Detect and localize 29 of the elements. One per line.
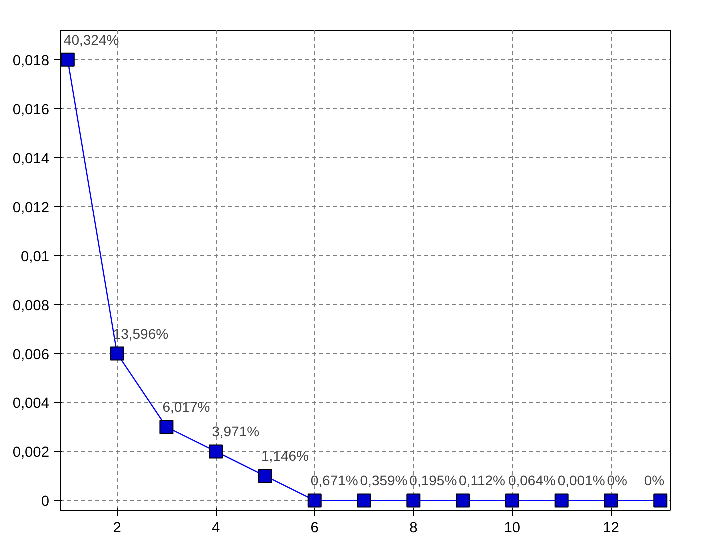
y-tick-label: 0,012 [12,200,50,216]
annotation: 0,112% [459,472,506,489]
x-tick-label: 6 [310,520,319,536]
x-tick-label: 4 [212,520,220,536]
y-tick-label: 0,008 [12,298,50,314]
annotation: 40,324% [64,32,120,48]
annotation: 0,064% [508,472,556,489]
annotation: 0% [644,472,665,489]
y-tick-label: 0,018 [12,53,50,70]
y-tick-label: 0,006 [12,347,50,364]
y-tick-label: 0,014 [12,151,50,168]
x-tick-label: 12 [603,520,620,536]
annotation: 0% [607,472,628,489]
x-tick-label: 10 [504,520,521,536]
y-tick-label: 0,004 [12,396,50,412]
y-tick-label: 0,016 [12,102,50,118]
x-tick-label: 2 [113,520,122,536]
annotation: 0,195% [410,472,458,489]
annotation: 6,017% [162,399,210,416]
y-tick-label: 0 [41,494,50,510]
annotation: 0,359% [360,472,408,489]
annotation: 13,596% [113,326,169,342]
annotation: 0,001% [558,472,606,489]
x-tick-label: 8 [410,520,418,536]
y-tick-label: 0,002 [12,445,50,462]
annotation: 1,146% [261,448,309,464]
annotation: 3,971% [212,424,260,440]
y-tick-label: 0,01 [20,249,50,266]
annotation: 0,671% [310,472,358,489]
